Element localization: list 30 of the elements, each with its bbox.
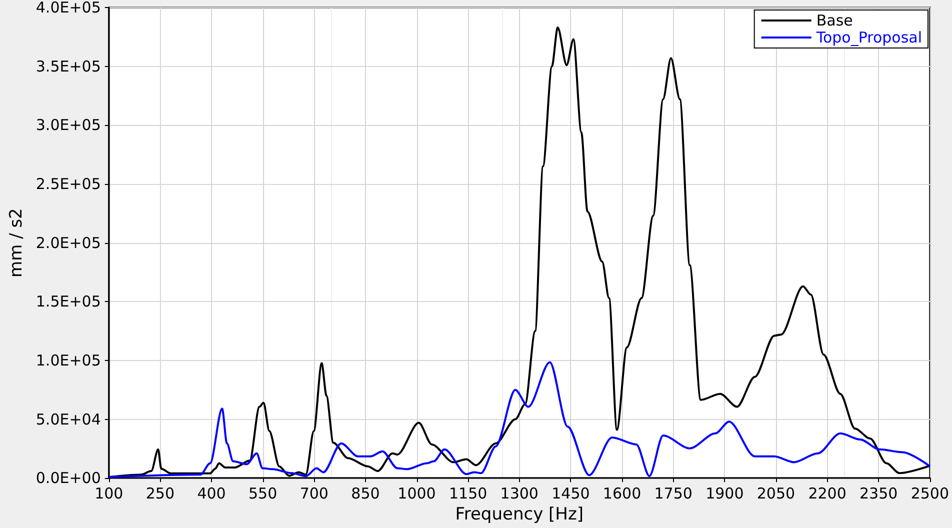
- x-tick-label: 400: [197, 484, 226, 503]
- y-tick-label: 1.5E+05: [36, 292, 101, 311]
- x-tick-label: 1000: [398, 484, 436, 503]
- x-tick-label: 550: [248, 484, 278, 503]
- x-tick-label: 1600: [602, 484, 642, 503]
- y-tick-label: 4.0E+05: [36, 0, 101, 16]
- x-tick-label: 250: [146, 484, 175, 503]
- x-tick-label: 1300: [500, 484, 538, 503]
- legend-label: Topo_Proposal: [815, 28, 922, 46]
- y-tick-label: 2.5E+05: [36, 174, 101, 193]
- y-tick-label: 2.0E+05: [36, 234, 101, 252]
- y-tick-label: 3.5E+05: [36, 57, 101, 76]
- x-tick-label: 1750: [654, 484, 692, 503]
- x-tick-label: 1900: [706, 484, 744, 503]
- x-tick-label: 850: [351, 484, 380, 503]
- x-tick-label: 1450: [552, 484, 590, 503]
- x-tick-label: 2500: [910, 484, 950, 503]
- x-tick-label: 2350: [860, 484, 898, 503]
- x-tick-label: 1150: [448, 484, 488, 503]
- y-tick-label: 5.0E+04: [36, 410, 101, 428]
- x-tick-label: 100: [94, 484, 124, 503]
- y-tick-label: 1.0E+05: [36, 351, 101, 370]
- x-tick-label: 700: [300, 484, 328, 503]
- y-tick-label: 3.0E+05: [36, 116, 101, 134]
- y-axis-title: mm / s2: [6, 208, 26, 278]
- x-tick-label: 2050: [756, 484, 796, 503]
- y-tick-label: 0.0E+00: [36, 469, 101, 488]
- x-axis-title: Frequency [Hz]: [455, 504, 584, 524]
- legend-label: Base: [816, 12, 853, 30]
- x-tick-label: 2200: [808, 484, 846, 503]
